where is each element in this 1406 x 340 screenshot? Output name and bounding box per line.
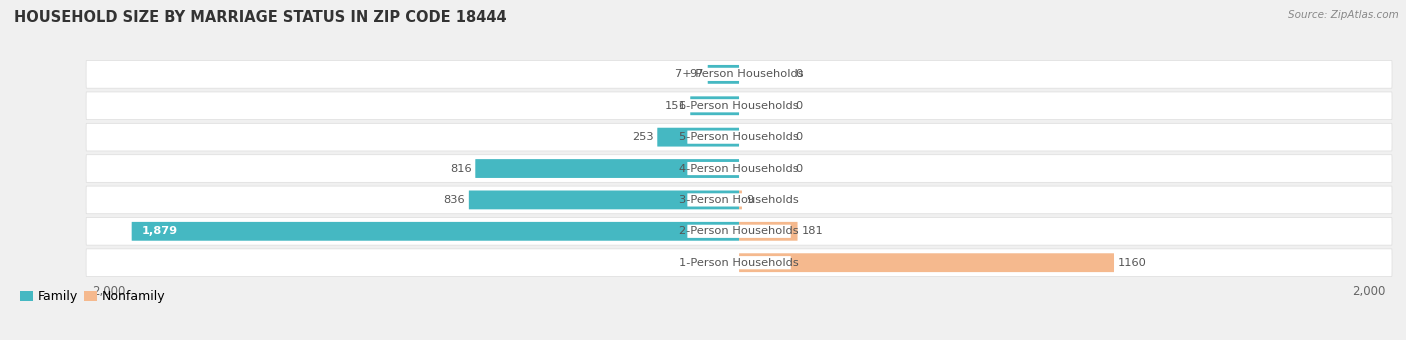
Text: 0: 0 <box>796 164 803 173</box>
Text: 0: 0 <box>796 69 803 79</box>
FancyBboxPatch shape <box>688 131 790 144</box>
Text: 1,879: 1,879 <box>142 226 177 236</box>
Text: 0: 0 <box>796 101 803 111</box>
FancyBboxPatch shape <box>688 68 790 81</box>
Text: Source: ZipAtlas.com: Source: ZipAtlas.com <box>1288 10 1399 20</box>
FancyBboxPatch shape <box>132 222 740 241</box>
FancyBboxPatch shape <box>86 123 1392 151</box>
FancyBboxPatch shape <box>707 65 740 84</box>
Text: 151: 151 <box>665 101 686 111</box>
Text: 1-Person Households: 1-Person Households <box>679 258 799 268</box>
Text: 816: 816 <box>450 164 471 173</box>
Text: 97: 97 <box>689 69 704 79</box>
Text: 6-Person Households: 6-Person Households <box>679 101 799 111</box>
Text: 2,000: 2,000 <box>1353 285 1385 298</box>
Text: 3-Person Households: 3-Person Households <box>679 195 799 205</box>
Text: 181: 181 <box>801 226 823 236</box>
Text: 253: 253 <box>631 132 654 142</box>
Text: 0: 0 <box>796 132 803 142</box>
FancyBboxPatch shape <box>688 162 790 175</box>
FancyBboxPatch shape <box>86 249 1392 276</box>
FancyBboxPatch shape <box>86 186 1392 214</box>
Text: 1160: 1160 <box>1118 258 1147 268</box>
Text: 5-Person Households: 5-Person Households <box>679 132 799 142</box>
Text: 9: 9 <box>745 195 754 205</box>
FancyBboxPatch shape <box>475 159 740 178</box>
Legend: Family, Nonfamily: Family, Nonfamily <box>15 285 170 308</box>
FancyBboxPatch shape <box>657 128 740 147</box>
FancyBboxPatch shape <box>688 256 790 269</box>
FancyBboxPatch shape <box>86 218 1392 245</box>
FancyBboxPatch shape <box>688 193 790 206</box>
FancyBboxPatch shape <box>740 190 742 209</box>
Text: 4-Person Households: 4-Person Households <box>679 164 799 173</box>
FancyBboxPatch shape <box>86 61 1392 88</box>
Text: 836: 836 <box>443 195 465 205</box>
Text: 2-Person Households: 2-Person Households <box>679 226 799 236</box>
Text: HOUSEHOLD SIZE BY MARRIAGE STATUS IN ZIP CODE 18444: HOUSEHOLD SIZE BY MARRIAGE STATUS IN ZIP… <box>14 10 506 25</box>
FancyBboxPatch shape <box>86 155 1392 182</box>
FancyBboxPatch shape <box>740 222 797 241</box>
FancyBboxPatch shape <box>688 225 790 238</box>
Text: 2,000: 2,000 <box>93 285 127 298</box>
FancyBboxPatch shape <box>86 92 1392 120</box>
FancyBboxPatch shape <box>688 99 790 112</box>
FancyBboxPatch shape <box>468 190 740 209</box>
FancyBboxPatch shape <box>740 253 1114 272</box>
Text: 7+ Person Households: 7+ Person Households <box>675 69 803 79</box>
FancyBboxPatch shape <box>690 96 740 115</box>
